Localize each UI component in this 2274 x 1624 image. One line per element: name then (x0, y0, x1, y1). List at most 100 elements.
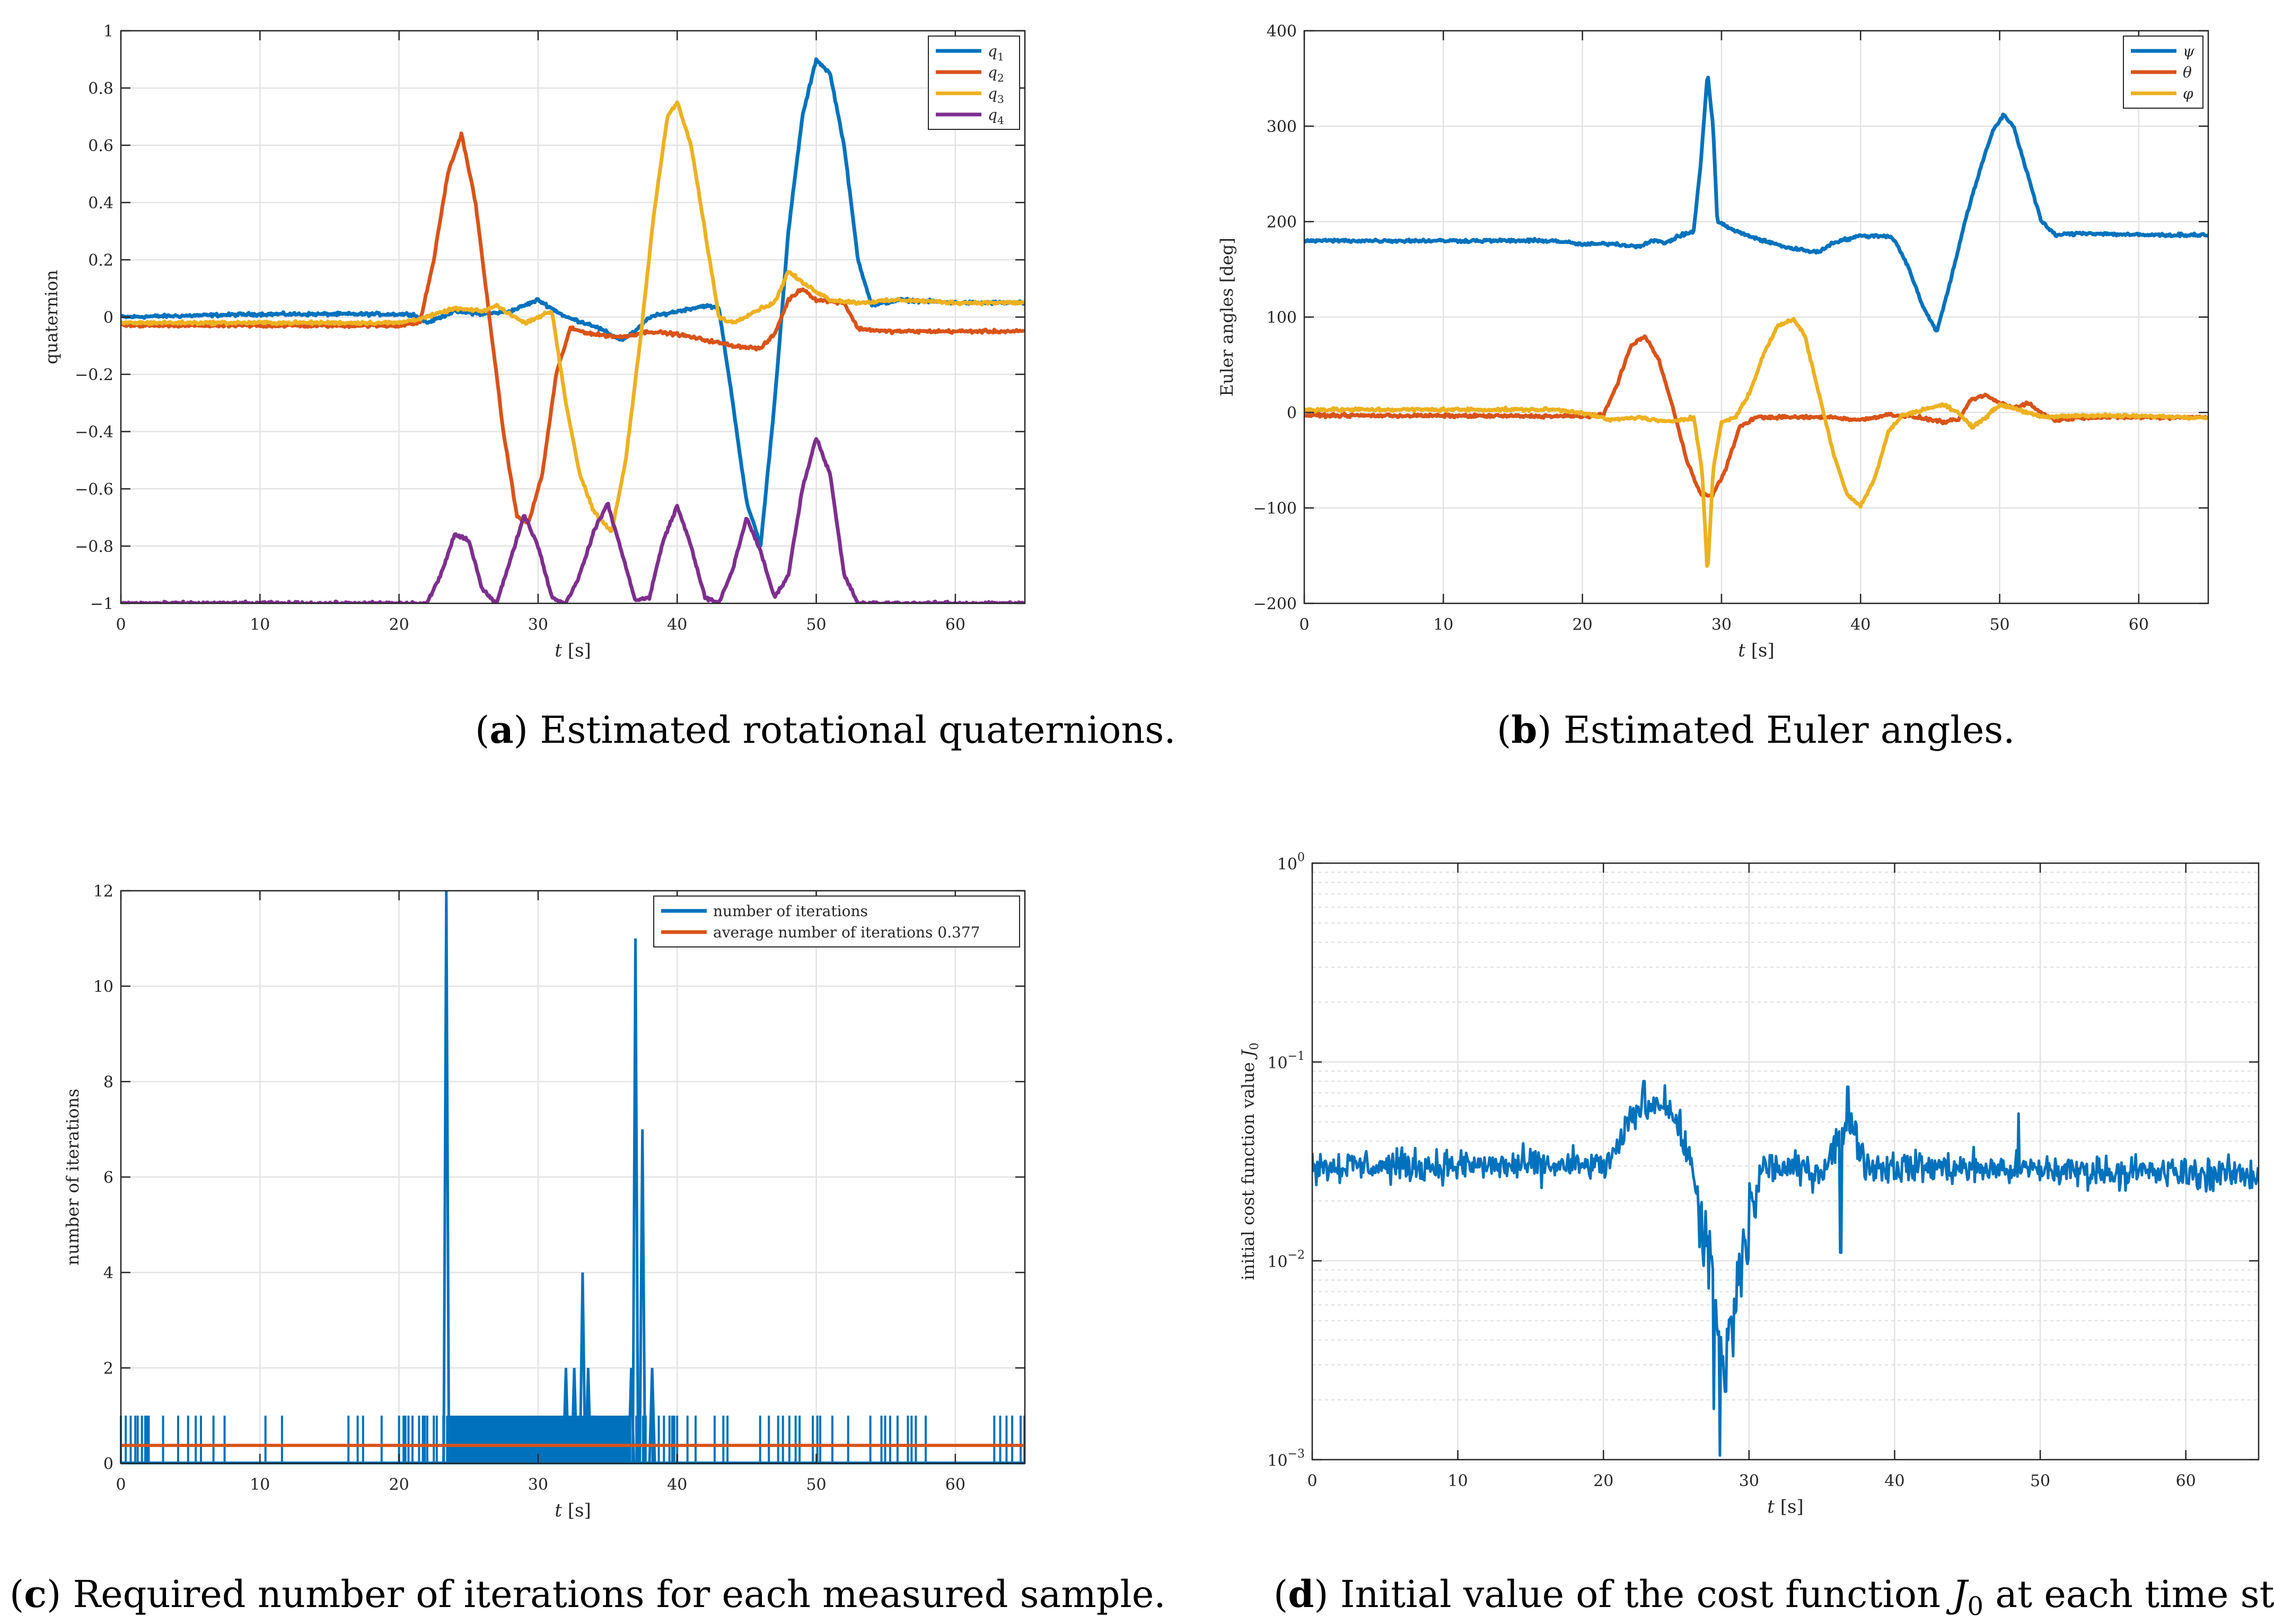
caption-b: (b) Estimated Euler angles. (1497, 708, 2015, 752)
grid-b (1303, 30, 2208, 604)
x-tick-label: 60 (2129, 616, 2149, 634)
tick-base: 10 (1267, 1253, 1287, 1271)
x-tick-label: 10 (1433, 616, 1453, 634)
y-tick-label: −200 (1253, 595, 1297, 613)
series-line-θ (1304, 334, 2208, 498)
y-tick-label: 4 (103, 1264, 113, 1283)
chart-d: 0 10 20 30 40 50 60t [s]10−310−210−1100initial… (1238, 851, 2260, 1517)
legend-entry: φ (2183, 85, 2193, 102)
y-tick-label: −0.6 (75, 480, 113, 499)
series-line-q2 (121, 131, 1025, 525)
y-tick-label: −100 (1253, 499, 1297, 518)
legend-sub: 2 (997, 72, 1004, 84)
iteration-spike (648, 1367, 656, 1464)
x-axis-symbol: t (1767, 1496, 1775, 1517)
y-tick-label: 1 (103, 22, 113, 41)
x-axis-symbol: t (555, 1500, 562, 1521)
series-line-q3 (121, 100, 1025, 533)
x-tick-label: 20 (1573, 616, 1593, 634)
y-tick-label: 6 (103, 1169, 113, 1187)
iteration-spike (627, 1367, 636, 1464)
legend-sub: 4 (997, 114, 1004, 127)
iteration-spike (578, 1272, 587, 1464)
y-axis-text: number of iterations (63, 1088, 83, 1266)
x-axis-label: t [s] (555, 640, 591, 661)
legend-symbol: q (988, 64, 997, 81)
x-tick-label: 20 (389, 1476, 409, 1494)
grid-d (1311, 863, 2259, 1461)
series-group (121, 57, 1025, 603)
x-tick-label: 60 (945, 616, 965, 634)
iteration-spike (570, 1367, 578, 1464)
y-tick-label: −0.4 (75, 423, 113, 442)
y-tick-label: 100 (1277, 851, 1305, 874)
legend-entry: q4 (988, 106, 1004, 127)
x-tick-label: 60 (2176, 1472, 2196, 1490)
x-axis-unit: [s] (562, 640, 591, 661)
x-tick-label: 40 (667, 616, 687, 634)
x-tick-label: 30 (1711, 616, 1732, 634)
tick-exponent: −1 (1288, 1050, 1305, 1063)
axes-box-d (1311, 862, 2260, 1461)
y-tick-label: 0.6 (88, 137, 113, 155)
x-tick-label: 20 (389, 616, 409, 634)
y-tick-label: 0 (103, 1455, 113, 1473)
legend-symbol: φ (2183, 85, 2193, 102)
y-tick-label: −1 (90, 595, 113, 613)
x-tick-label: 50 (806, 1476, 826, 1494)
legend-entry: q3 (988, 85, 1004, 106)
y-tick-label: 200 (1267, 213, 1297, 232)
y-axis-sub: 0 (1248, 1042, 1261, 1050)
x-tick-label: 60 (945, 1476, 965, 1494)
chart-a: 0 10 20 30 40 50 60 t [s] −1 −0.8 −0.6 −0.4 −0.2 0 0.2… (41, 22, 1026, 661)
y-tick-label: 0.8 (88, 80, 113, 98)
x-axis-label: t [s] (555, 1500, 591, 1521)
legend-sub: 1 (997, 50, 1004, 63)
legend-entry: number of iterations (713, 902, 868, 920)
caption-a: (a) Estimated rotational quaternions. (475, 708, 1176, 752)
iteration-spike (561, 1367, 570, 1464)
caption-c: (c) Required number of iterations for ea… (10, 1572, 1166, 1616)
x-tick-label: 50 (1989, 616, 2009, 634)
y-axis-label: number of iterations (63, 1088, 83, 1266)
y-tick-label: 100 (1267, 309, 1297, 327)
series-line-q1 (121, 57, 1025, 548)
y-axis-text: quaternion (41, 270, 62, 364)
legend-text: average number of iterations 0.377 (713, 924, 980, 941)
legend-text: number of iterations (713, 902, 868, 920)
x-axis-unit: [s] (1775, 1496, 1804, 1517)
tick-exponent: 0 (1297, 851, 1305, 864)
tick-base: 10 (1267, 1054, 1287, 1073)
tick-exponent: −2 (1288, 1249, 1305, 1262)
x-tick-label: 40 (667, 1476, 687, 1494)
legend-symbol: q (988, 85, 997, 102)
series-group (1304, 75, 2208, 568)
y-tick-label: 0 (103, 309, 113, 327)
y-tick-label: 400 (1267, 22, 1297, 41)
x-axis-symbol: t (1738, 640, 1745, 661)
legend-entry: q2 (988, 64, 1004, 84)
y-tick-label: 0.4 (88, 194, 113, 213)
x-tick-label: 0 (1307, 1472, 1317, 1490)
cost-function-line (1312, 1079, 2259, 1457)
y-axis-label: Euler angles [deg] (1217, 238, 1237, 396)
legend-box (653, 896, 1020, 947)
series-line-q4 (121, 437, 1025, 603)
legend-sub: 3 (997, 93, 1004, 106)
y-tick-label: 2 (103, 1359, 113, 1378)
chart-c: 0 10 20 30 40 50 60 t [s] 0 2 4 6 8 10 12 number of ite… (63, 882, 1026, 1521)
y-tick-label: −0.8 (75, 538, 113, 556)
legend-symbol: ψ (2183, 42, 2195, 60)
series-line-ψ (1304, 75, 2208, 333)
x-tick-label: 10 (250, 616, 270, 634)
y-tick-label: 12 (93, 882, 113, 901)
series-line-φ (1304, 317, 2208, 568)
y-axis-text: Euler angles [deg] (1217, 238, 1237, 396)
x-tick-label: 40 (1884, 1472, 1904, 1490)
tick-base: 10 (1277, 855, 1297, 874)
x-tick-label: 30 (528, 1476, 548, 1494)
legend-symbol: q (988, 106, 997, 124)
x-tick-label: 20 (1593, 1472, 1613, 1490)
x-tick-label: 30 (1739, 1472, 1759, 1490)
